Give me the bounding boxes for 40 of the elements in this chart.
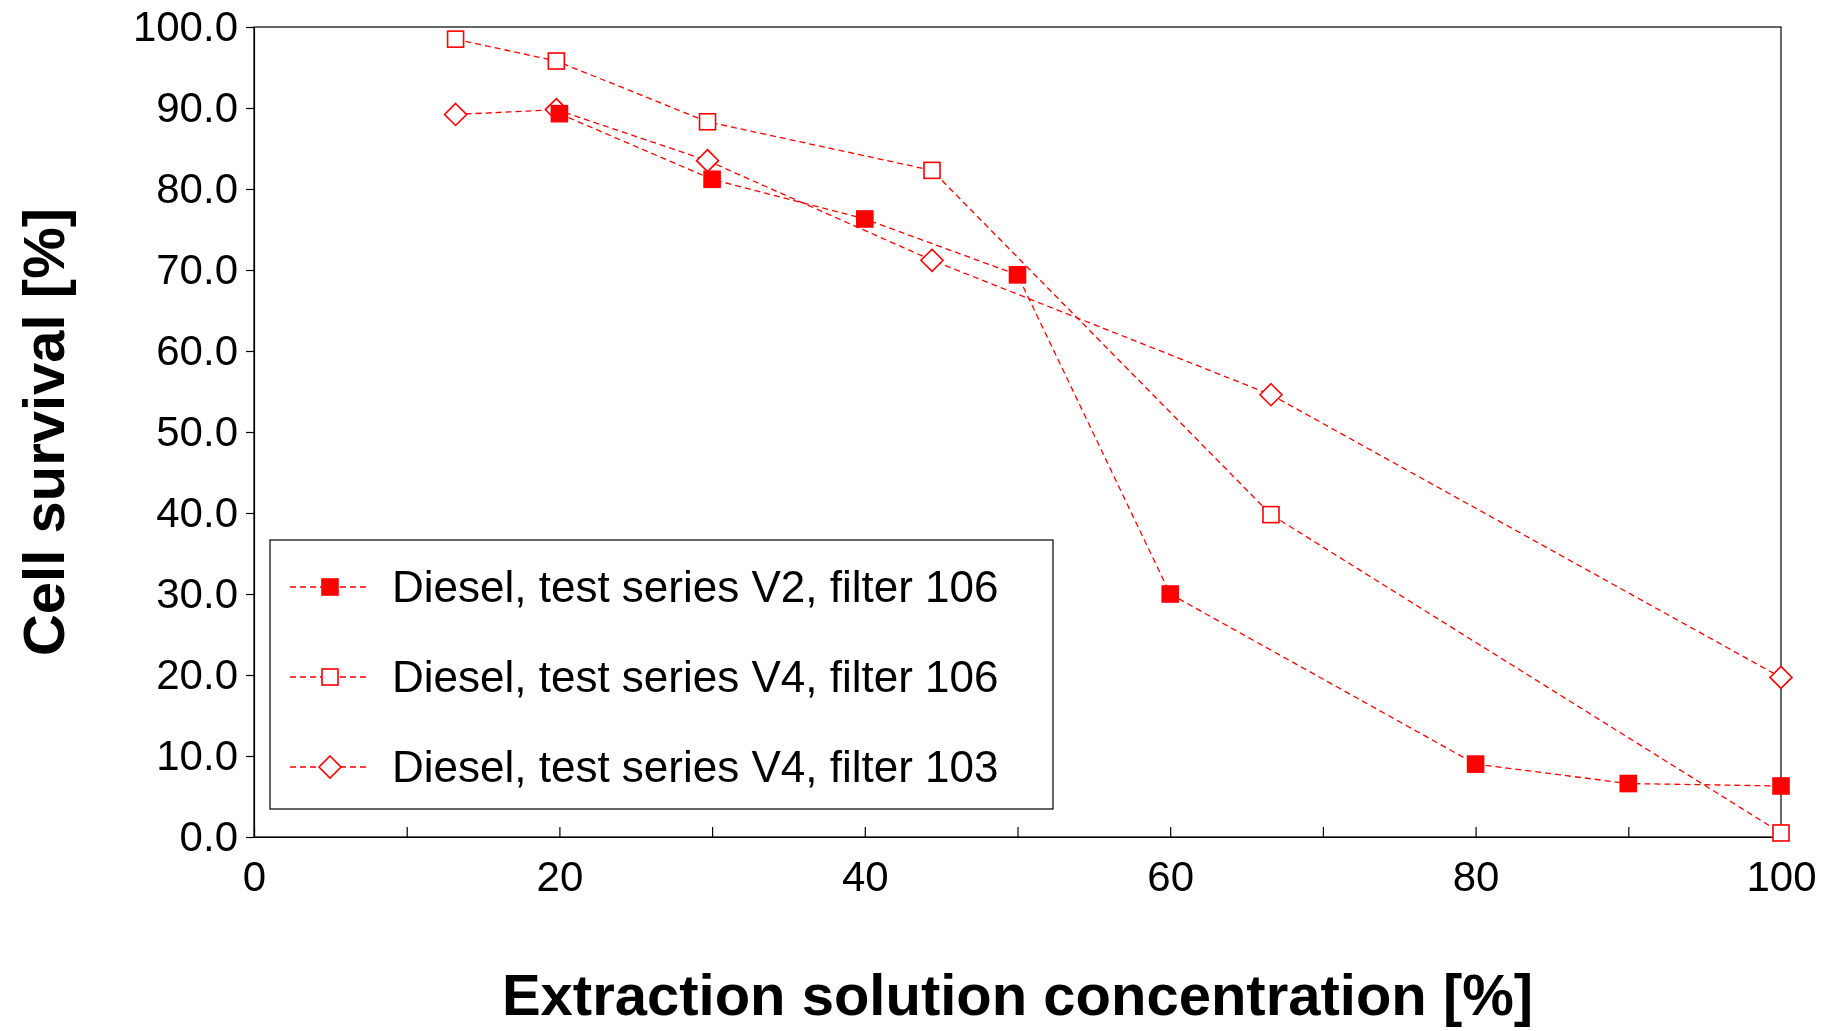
x-tick-label: 100	[1746, 852, 1817, 900]
y-tick-label: 70.0	[156, 245, 238, 293]
point	[856, 210, 874, 228]
point	[695, 148, 720, 173]
y-tick-label: 0.0	[179, 812, 238, 860]
x-tick-label: 40	[841, 852, 889, 900]
y-tick-label: 90.0	[156, 83, 238, 131]
legend-label: Diesel, test series V4, filter 106	[392, 652, 999, 701]
legend-label: Diesel, test series V4, filter 103	[392, 742, 999, 791]
y-tick-label: 50.0	[156, 407, 238, 455]
point	[443, 102, 468, 127]
y-axis-title: Cell survival [%]	[11, 207, 76, 657]
legend-label: Diesel, test series V2, filter 106	[392, 562, 999, 611]
x-tick-label: 60	[1147, 852, 1195, 900]
point	[1769, 665, 1793, 690]
point	[446, 30, 465, 48]
x-tick-label: 80	[1452, 852, 1500, 900]
point	[1008, 266, 1027, 284]
point	[923, 161, 941, 180]
point	[1259, 382, 1283, 407]
point	[547, 52, 566, 70]
point	[1619, 774, 1638, 793]
y-tick-label: 30.0	[156, 569, 238, 617]
point	[1772, 777, 1790, 795]
point	[1772, 824, 1790, 842]
point	[703, 170, 721, 189]
x-tick-label: 0	[242, 852, 267, 900]
point	[1161, 585, 1179, 603]
y-tick-label: 60.0	[156, 326, 238, 374]
point	[920, 248, 944, 273]
point	[1466, 755, 1485, 773]
y-tick-label: 100.0	[132, 2, 238, 50]
y-tick-label: 20.0	[156, 650, 238, 698]
x-axis-title: Extraction solution concentration [%]	[501, 962, 1534, 1027]
y-tick-label: 40.0	[156, 488, 238, 536]
point	[698, 112, 717, 131]
y-tick-label: 80.0	[156, 164, 238, 212]
x-tick-label: 20	[536, 852, 584, 900]
y-tick-label: 10.0	[156, 731, 238, 779]
point	[1262, 505, 1280, 524]
